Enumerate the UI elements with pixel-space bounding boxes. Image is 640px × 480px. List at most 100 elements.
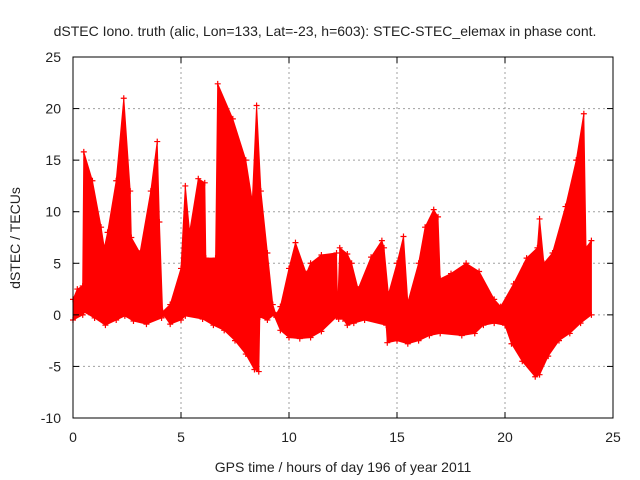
- data-point-upper: [549, 249, 556, 256]
- data-point-upper: [355, 286, 362, 293]
- data-point-upper: [257, 188, 264, 195]
- data-point-upper: [497, 303, 504, 310]
- data-point-upper: [104, 229, 111, 236]
- data-point-upper: [212, 255, 219, 262]
- data-point-lower: [286, 334, 292, 341]
- data-point-upper: [214, 80, 221, 87]
- data-point-upper: [348, 260, 355, 267]
- data-point-upper: [128, 234, 135, 241]
- data-point-upper: [435, 213, 442, 220]
- data-point-lower: [404, 340, 411, 347]
- y-tick-label: 15: [45, 152, 61, 168]
- data-point-lower: [491, 320, 498, 327]
- data-point-lower: [121, 312, 128, 319]
- x-tick-label: 25: [605, 429, 621, 445]
- data-point-upper: [573, 157, 580, 164]
- data-point-lower: [519, 358, 526, 365]
- data-point-upper: [101, 244, 108, 251]
- data-point-lower: [232, 337, 238, 344]
- data-point-upper: [89, 177, 96, 184]
- data-point-upper: [167, 301, 174, 308]
- data-point-lower: [426, 332, 433, 339]
- data-point-upper: [510, 280, 517, 287]
- data-point-upper: [253, 102, 260, 109]
- data-point-lower: [255, 368, 262, 375]
- data-point-lower: [256, 313, 263, 320]
- data-point-lower: [113, 317, 120, 324]
- data-point-upper: [463, 260, 470, 267]
- data-point-lower: [102, 322, 109, 329]
- data-point-lower: [556, 337, 562, 344]
- data-point-upper: [202, 255, 209, 262]
- data-point-upper: [292, 239, 299, 246]
- data-point-lower: [296, 335, 303, 342]
- data-point-lower: [458, 332, 465, 339]
- data-point-upper: [303, 270, 310, 277]
- data-point-upper: [476, 268, 483, 275]
- data-point-upper: [336, 244, 343, 251]
- data-point-upper: [136, 249, 143, 256]
- data-point-lower: [80, 308, 87, 315]
- data-point-lower: [383, 322, 390, 329]
- x-tick-label: 10: [281, 429, 297, 445]
- data-point-upper: [385, 291, 392, 298]
- data-point-upper: [277, 303, 284, 310]
- y-axis-label: dSTEC / TECUs: [7, 187, 23, 289]
- data-point-lower: [471, 330, 478, 337]
- y-tick-label: 0: [53, 307, 61, 323]
- data-point-lower: [221, 327, 228, 334]
- data-point-lower: [566, 330, 573, 337]
- data-point-upper: [74, 286, 81, 293]
- plot-frame: [72, 56, 614, 419]
- x-axis-label: GPS time / hours of day 196 of year 2011: [215, 459, 472, 475]
- data-point-lower: [415, 337, 422, 344]
- y-tick-label: 5: [53, 255, 61, 271]
- data-point-upper: [523, 255, 530, 262]
- data-point-upper: [127, 188, 134, 195]
- data-point-upper: [79, 282, 86, 289]
- x-tick-label: 5: [177, 429, 185, 445]
- data-point-lower: [79, 311, 86, 318]
- data-point-lower: [160, 311, 167, 318]
- data-point-upper: [381, 244, 388, 251]
- data-point-upper: [536, 215, 543, 222]
- y-tick-label: -10: [41, 410, 61, 426]
- data-point-lower: [242, 351, 249, 358]
- data-point-upper: [269, 301, 276, 308]
- data-point-upper: [286, 265, 292, 272]
- series-area: [72, 83, 592, 378]
- data-point-upper: [178, 265, 184, 272]
- data-point-lower: [536, 371, 543, 378]
- data-point-upper: [415, 260, 422, 267]
- data-point-upper: [201, 179, 208, 186]
- data-point-lower: [251, 366, 258, 373]
- chart-title: dSTEC Iono. truth (alic, Lon=133, Lat=-2…: [54, 23, 597, 39]
- data-point-upper: [400, 233, 407, 240]
- data-point-lower: [480, 322, 487, 329]
- data-point-lower: [502, 322, 508, 329]
- data-point-upper: [540, 260, 547, 267]
- data-point-upper: [334, 306, 341, 313]
- data-point-lower: [167, 321, 174, 328]
- data-point-upper: [120, 95, 127, 102]
- data-point-lower: [264, 317, 271, 324]
- data-point-upper: [580, 110, 587, 117]
- data-point-upper: [394, 260, 400, 267]
- data-point-upper: [344, 251, 351, 258]
- data-point-lower: [143, 321, 150, 328]
- data-point-upper: [378, 237, 385, 244]
- x-tick-label: 15: [389, 429, 405, 445]
- data-point-upper: [264, 249, 271, 256]
- data-point-lower: [307, 334, 314, 341]
- data-point-upper: [113, 177, 120, 184]
- data-point-lower: [437, 330, 444, 337]
- data-point-upper: [186, 229, 193, 236]
- data-point-upper: [318, 252, 325, 259]
- data-point-lower: [270, 311, 277, 318]
- data-point-lower: [277, 327, 284, 334]
- data-point-lower: [210, 322, 217, 329]
- data-point-upper: [147, 188, 154, 195]
- data-point-lower: [199, 315, 206, 322]
- data-point-upper: [249, 198, 256, 205]
